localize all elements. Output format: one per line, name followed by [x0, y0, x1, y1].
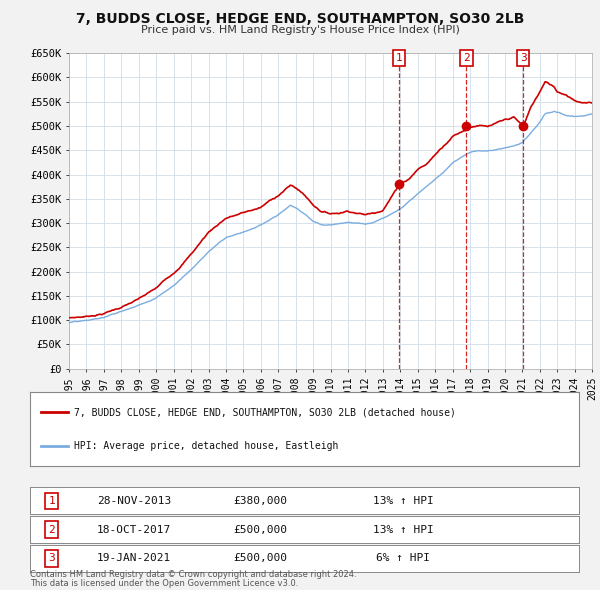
Text: 3: 3 — [49, 553, 55, 563]
Text: 7, BUDDS CLOSE, HEDGE END, SOUTHAMPTON, SO30 2LB: 7, BUDDS CLOSE, HEDGE END, SOUTHAMPTON, … — [76, 12, 524, 26]
Text: 1: 1 — [395, 53, 402, 63]
Text: 13% ↑ HPI: 13% ↑ HPI — [373, 525, 434, 535]
Text: Price paid vs. HM Land Registry's House Price Index (HPI): Price paid vs. HM Land Registry's House … — [140, 25, 460, 35]
Text: This data is licensed under the Open Government Licence v3.0.: This data is licensed under the Open Gov… — [30, 579, 298, 588]
Text: 2: 2 — [463, 53, 470, 63]
Text: Contains HM Land Registry data © Crown copyright and database right 2024.: Contains HM Land Registry data © Crown c… — [30, 571, 356, 579]
Text: 13% ↑ HPI: 13% ↑ HPI — [373, 496, 434, 506]
Text: 7, BUDDS CLOSE, HEDGE END, SOUTHAMPTON, SO30 2LB (detached house): 7, BUDDS CLOSE, HEDGE END, SOUTHAMPTON, … — [74, 407, 456, 417]
Text: 2: 2 — [49, 525, 55, 535]
Text: £380,000: £380,000 — [233, 496, 287, 506]
Text: £500,000: £500,000 — [233, 525, 287, 535]
Text: 1: 1 — [49, 496, 55, 506]
Text: 6% ↑ HPI: 6% ↑ HPI — [376, 553, 430, 563]
Text: 18-OCT-2017: 18-OCT-2017 — [97, 525, 172, 535]
Text: 19-JAN-2021: 19-JAN-2021 — [97, 553, 172, 563]
Text: 28-NOV-2013: 28-NOV-2013 — [97, 496, 172, 506]
Text: £500,000: £500,000 — [233, 553, 287, 563]
Text: 3: 3 — [520, 53, 527, 63]
Text: HPI: Average price, detached house, Eastleigh: HPI: Average price, detached house, East… — [74, 441, 338, 451]
